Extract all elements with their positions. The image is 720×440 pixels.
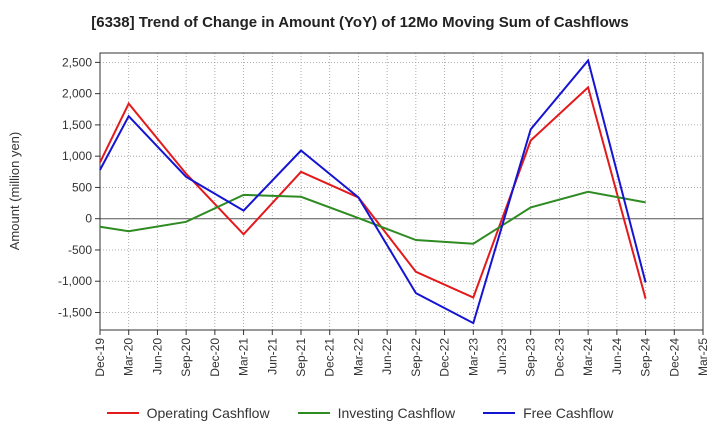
y-tick-label: 0 (85, 212, 92, 226)
legend-item-investing-cashflow: Investing Cashflow (297, 405, 456, 421)
x-tick-label: Dec-23 (552, 338, 566, 377)
y-axis-title: Amount (million yen) (7, 132, 22, 251)
x-tick-label: Dec-19 (93, 338, 107, 377)
legend: Operating Cashflow Investing Cashflow Free… (0, 405, 720, 421)
x-tick-label: Sep-24 (639, 338, 653, 377)
series-line-operating-cashflow (99, 85, 647, 299)
y-tick-label: 2,000 (62, 87, 92, 101)
y-tick-label: -1,000 (58, 274, 92, 288)
y-tick-label: 1,500 (62, 118, 92, 132)
x-tick-label: Mar-24 (581, 338, 595, 376)
x-tick-label: Sep-20 (179, 338, 193, 377)
legend-label: Operating Cashflow (146, 405, 270, 421)
x-tick-label: Sep-23 (524, 338, 538, 377)
axis-layer: -1,500 -1,000 -500 0 500 1,000 1,500 2,000 2,500… (58, 52, 710, 377)
x-tick-label: Jun-21 (265, 338, 279, 375)
plot-border (99, 52, 704, 331)
legend-swatch (297, 412, 330, 414)
x-tick-label: Dec-22 (438, 338, 452, 377)
x-tick-label: Mar-20 (122, 338, 136, 376)
x-tick-label: Jun-23 (495, 338, 509, 375)
x-tick-label: Mar-23 (466, 338, 480, 376)
y-tick-label: 2,500 (62, 55, 92, 69)
x-tick-label: Jun-22 (380, 338, 394, 375)
x-tick-label: Jun-20 (150, 338, 164, 375)
grid-layer (99, 53, 704, 330)
y-tick-label: -1,500 (58, 305, 92, 319)
legend-label: Free Cashflow (523, 405, 614, 421)
x-tick-label: Dec-20 (208, 338, 222, 377)
legend-item-free-cashflow: Free Cashflow (483, 405, 613, 421)
series-line-investing-cashflow (99, 190, 646, 245)
x-tick-label: Mar-25 (696, 338, 710, 376)
legend-label: Investing Cashflow (337, 405, 456, 421)
x-tick-label: Sep-22 (409, 338, 423, 377)
x-tick-label: Jun-24 (610, 338, 624, 375)
series-layer (99, 58, 647, 325)
x-tick-label: Dec-24 (667, 338, 681, 377)
x-tick-label: Sep-21 (294, 338, 308, 377)
x-tick-label: Dec-21 (323, 338, 337, 377)
legend-item-operating-cashflow: Operating Cashflow (106, 405, 270, 421)
legend-swatch (483, 412, 516, 414)
legend-swatch (106, 412, 139, 414)
x-tick-label: Mar-21 (237, 338, 251, 376)
y-tick-label: 500 (72, 180, 92, 194)
y-tick-label: 1,000 (62, 149, 92, 163)
y-tick-label: -500 (68, 243, 92, 257)
x-tick-label: Mar-22 (351, 338, 365, 376)
series-line-free-cashflow (99, 58, 647, 325)
chart-title: [6338] Trend of Change in Amount (YoY) o… (91, 14, 629, 31)
